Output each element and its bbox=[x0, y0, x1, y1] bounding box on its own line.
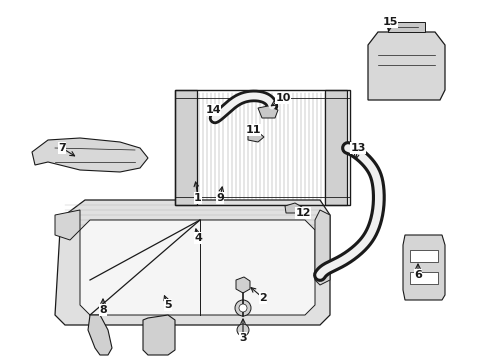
Text: 1: 1 bbox=[194, 193, 202, 203]
Polygon shape bbox=[55, 210, 80, 240]
Bar bbox=[175, 90, 350, 205]
Text: 15: 15 bbox=[382, 17, 398, 27]
Polygon shape bbox=[285, 203, 302, 213]
Text: 4: 4 bbox=[194, 233, 202, 243]
Text: 5: 5 bbox=[164, 300, 172, 310]
Text: 11: 11 bbox=[245, 125, 261, 135]
FancyBboxPatch shape bbox=[325, 90, 347, 205]
Text: 3: 3 bbox=[239, 333, 247, 343]
Polygon shape bbox=[368, 32, 445, 100]
Text: 14: 14 bbox=[205, 105, 221, 115]
Polygon shape bbox=[88, 315, 112, 355]
Bar bbox=[410, 272, 438, 284]
Bar bbox=[410, 250, 438, 262]
Text: 7: 7 bbox=[58, 143, 66, 153]
FancyBboxPatch shape bbox=[175, 90, 197, 205]
Text: 6: 6 bbox=[414, 270, 422, 280]
Polygon shape bbox=[315, 210, 330, 285]
Circle shape bbox=[237, 324, 249, 336]
Circle shape bbox=[239, 304, 247, 312]
Polygon shape bbox=[403, 235, 445, 300]
Polygon shape bbox=[388, 22, 425, 32]
Polygon shape bbox=[143, 315, 175, 355]
Polygon shape bbox=[236, 277, 250, 293]
Polygon shape bbox=[80, 220, 315, 315]
Polygon shape bbox=[248, 132, 264, 142]
Text: 12: 12 bbox=[295, 208, 311, 218]
Text: 2: 2 bbox=[259, 293, 267, 303]
Text: 13: 13 bbox=[350, 143, 366, 153]
Text: 9: 9 bbox=[216, 193, 224, 203]
Polygon shape bbox=[258, 106, 278, 118]
Circle shape bbox=[235, 300, 251, 316]
Polygon shape bbox=[55, 200, 330, 325]
Polygon shape bbox=[32, 138, 148, 172]
Text: 10: 10 bbox=[275, 93, 291, 103]
Text: 8: 8 bbox=[99, 305, 107, 315]
